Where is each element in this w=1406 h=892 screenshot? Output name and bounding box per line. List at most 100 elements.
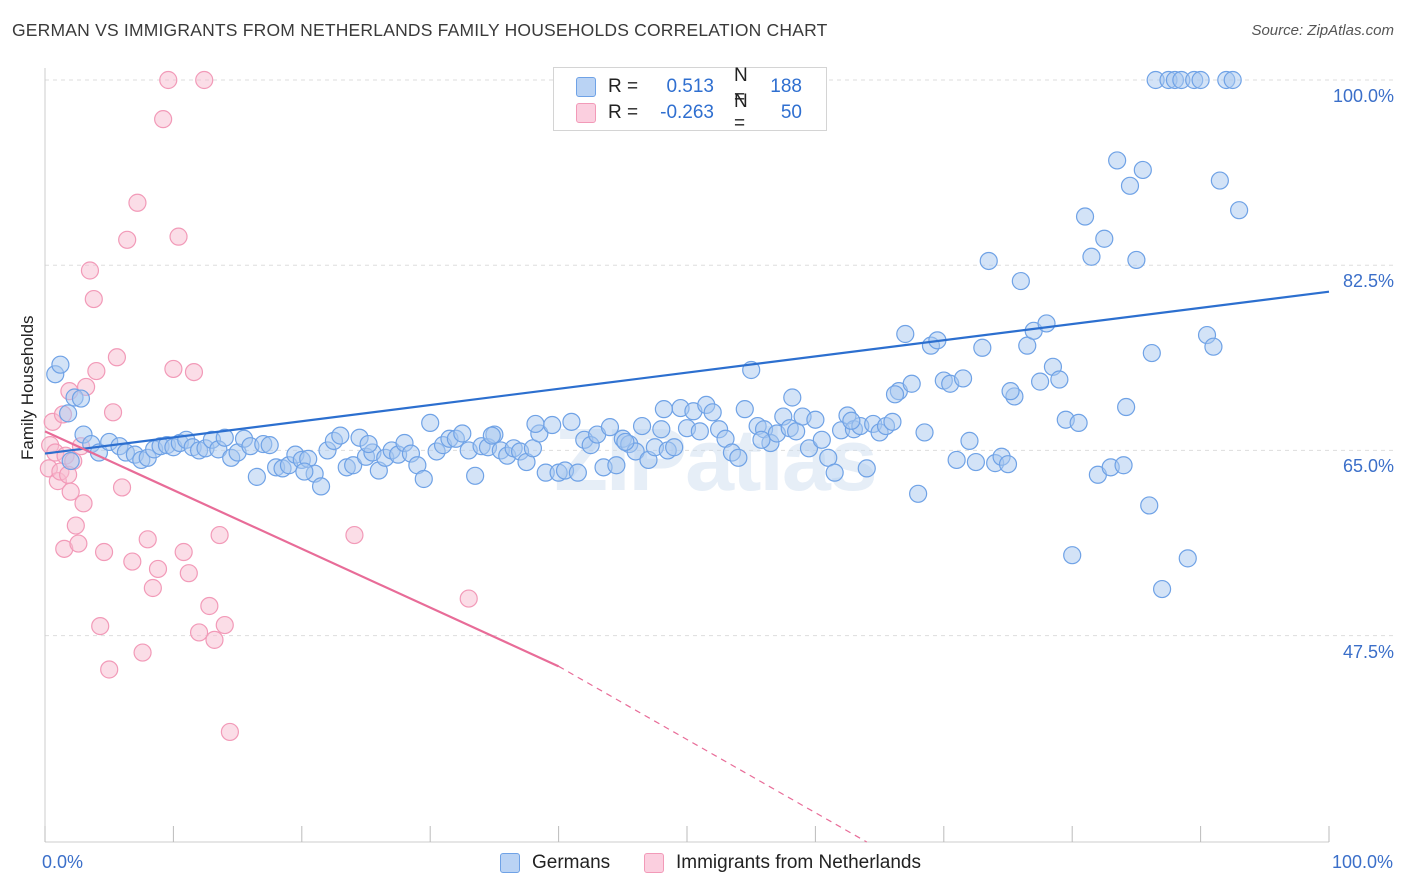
german-point [842,411,861,430]
legend-r-value: 0.513 [666,76,714,97]
german-point [1230,201,1249,220]
netherlands-point [138,530,157,549]
german-point [973,338,992,357]
netherlands-point [159,70,178,90]
german-point [414,469,433,489]
legend-n-label: N = [734,65,748,108]
netherlands-point [84,289,103,309]
german-point [466,466,485,485]
netherlands-point [94,542,114,562]
netherlands-point [69,534,88,553]
german-point [812,430,831,449]
series-legend-netherlands[interactable]: Immigrants from Netherlands [644,852,921,874]
german-point [526,414,545,434]
german-point [482,426,501,445]
netherlands-trend-extension [558,665,868,843]
german-point [295,462,314,481]
german-point [654,400,673,419]
german-point [607,456,626,475]
series-legend-germans[interactable]: Germans [500,852,610,874]
netherlands-point [91,616,110,636]
netherlands-point [107,348,127,367]
german-point [1178,549,1197,568]
netherlands-point [184,363,204,382]
chart-title: GERMAN VS IMMIGRANTS FROM NETHERLANDS FA… [12,20,828,40]
netherlands-point [179,564,198,583]
german-point [799,439,819,458]
german-point [665,438,684,457]
german-point [883,412,902,431]
german-point [902,374,921,393]
netherlands-point [118,230,137,249]
netherlands-point [103,403,123,422]
german-point [703,403,722,422]
netherlands-point [169,227,188,246]
german-point [915,423,934,442]
german-point [806,410,825,429]
german-point [1050,370,1069,389]
german-point [543,415,562,435]
german-point [1133,160,1152,180]
series-swatch-netherlands [644,853,664,873]
german-point [885,385,905,404]
netherlands-point [210,525,229,545]
netherlands-point [200,596,219,616]
netherlands-point [174,542,193,562]
netherlands-point [220,722,239,742]
german-point [600,418,620,437]
german-point [1063,546,1082,565]
german-point [652,420,671,439]
german-point [71,389,91,408]
netherlands-point [189,623,209,642]
german-point [632,416,652,436]
german-point [359,434,378,454]
german-point [752,430,771,449]
netherlands-point [205,630,224,649]
german-point [453,424,472,443]
legend-r-label: R = [608,102,639,123]
german-point [1075,207,1095,226]
german-point [729,448,748,467]
legend-swatch-germans [576,77,596,97]
german-point [979,251,998,271]
trend-lines [44,290,1330,843]
german-point [909,484,928,503]
legend-row-netherlands: R = -0.263 N = 50 [576,91,802,134]
german-point [1030,372,1050,391]
german-point [1142,343,1161,363]
netherlands-point [143,578,162,598]
german-point [1001,382,1020,401]
series-swatch-germans [500,853,520,873]
german-point [59,404,78,423]
german-point [966,452,986,472]
german-points [46,70,1249,599]
legend-n-value: 50 [780,102,802,123]
legend-row-germans: R = 0.513 N = 188 [576,65,802,108]
netherlands-point [128,193,147,212]
x-tick-label-max: 100.0% [1331,852,1393,872]
german-point [1114,456,1133,475]
german-point [1011,271,1030,291]
german-point [61,451,80,471]
chart-source: Source: ZipAtlas.com [1251,22,1394,39]
x-tick-label-min: 0.0% [42,852,84,872]
german-point [735,400,754,419]
y-tick-label: 100.0% [1332,86,1394,106]
y-tick-label: 47.5% [1342,641,1394,662]
stats-legend: R = 0.513 N = 188 R = -0.263 N = 50 [553,65,827,134]
german-point [1095,229,1114,248]
netherlands-point [195,70,214,90]
german-point [51,355,70,374]
netherlands-point [345,525,364,545]
german-point [896,324,915,344]
german-point [690,422,709,441]
axes [44,68,1330,843]
german-point [421,413,440,432]
netherlands-point [215,615,234,635]
y-axis-label: Family Households [18,315,37,460]
netherlands-point [74,494,93,513]
german-point [1204,337,1223,356]
german-point [562,412,581,431]
german-point [947,450,966,470]
